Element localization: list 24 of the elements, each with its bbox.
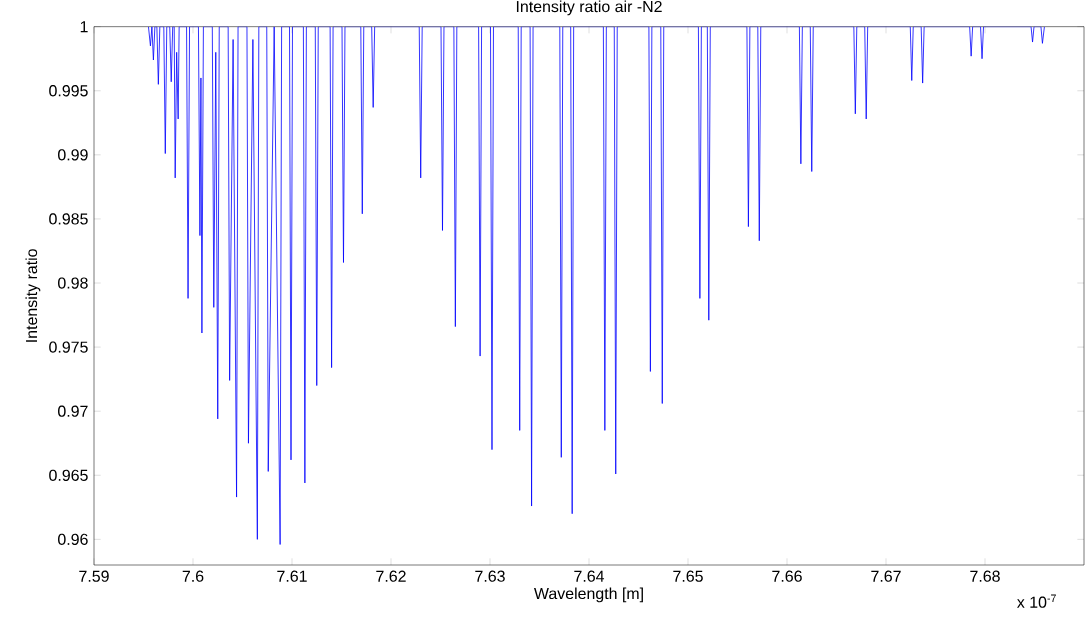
x-tick-label: 7.66 [772,570,802,582]
x-tick-label: 7.59 [79,570,109,582]
x-tick-label: 7.67 [871,570,901,582]
y-tick-label: 0.985 [49,213,88,225]
line-series [148,26,1045,545]
text: x 10$^{-7}$ [1017,594,1056,608]
x-tick-label: 7.6 [182,570,204,582]
y-tick-label: 0.97 [58,405,88,417]
y-tick-label: 0.96 [58,533,88,545]
x-tick-label: 7.68 [970,570,1000,582]
x-tick-label: 7.63 [475,570,505,582]
x-tick-label: 7.61 [277,570,307,582]
x-tick-label: 7.62 [376,570,406,582]
x-tick-label: 7.65 [673,570,703,582]
y-tick-label: 0.965 [49,469,88,481]
y-tick-label: 0.98 [58,277,88,289]
y-tick-label: 1 [80,21,88,33]
x-axis-title: Wavelength [m] [533,587,643,603]
y-tick-label: 0.99 [58,149,88,161]
chart-title: Intensity ratio air -N2 [516,0,662,16]
y-tick-label: 0.975 [49,341,88,353]
y-axis-title: Intensity ratio [25,249,41,342]
x-tick-label: 7.64 [574,570,605,582]
y-tick-label: 0.995 [49,85,88,97]
